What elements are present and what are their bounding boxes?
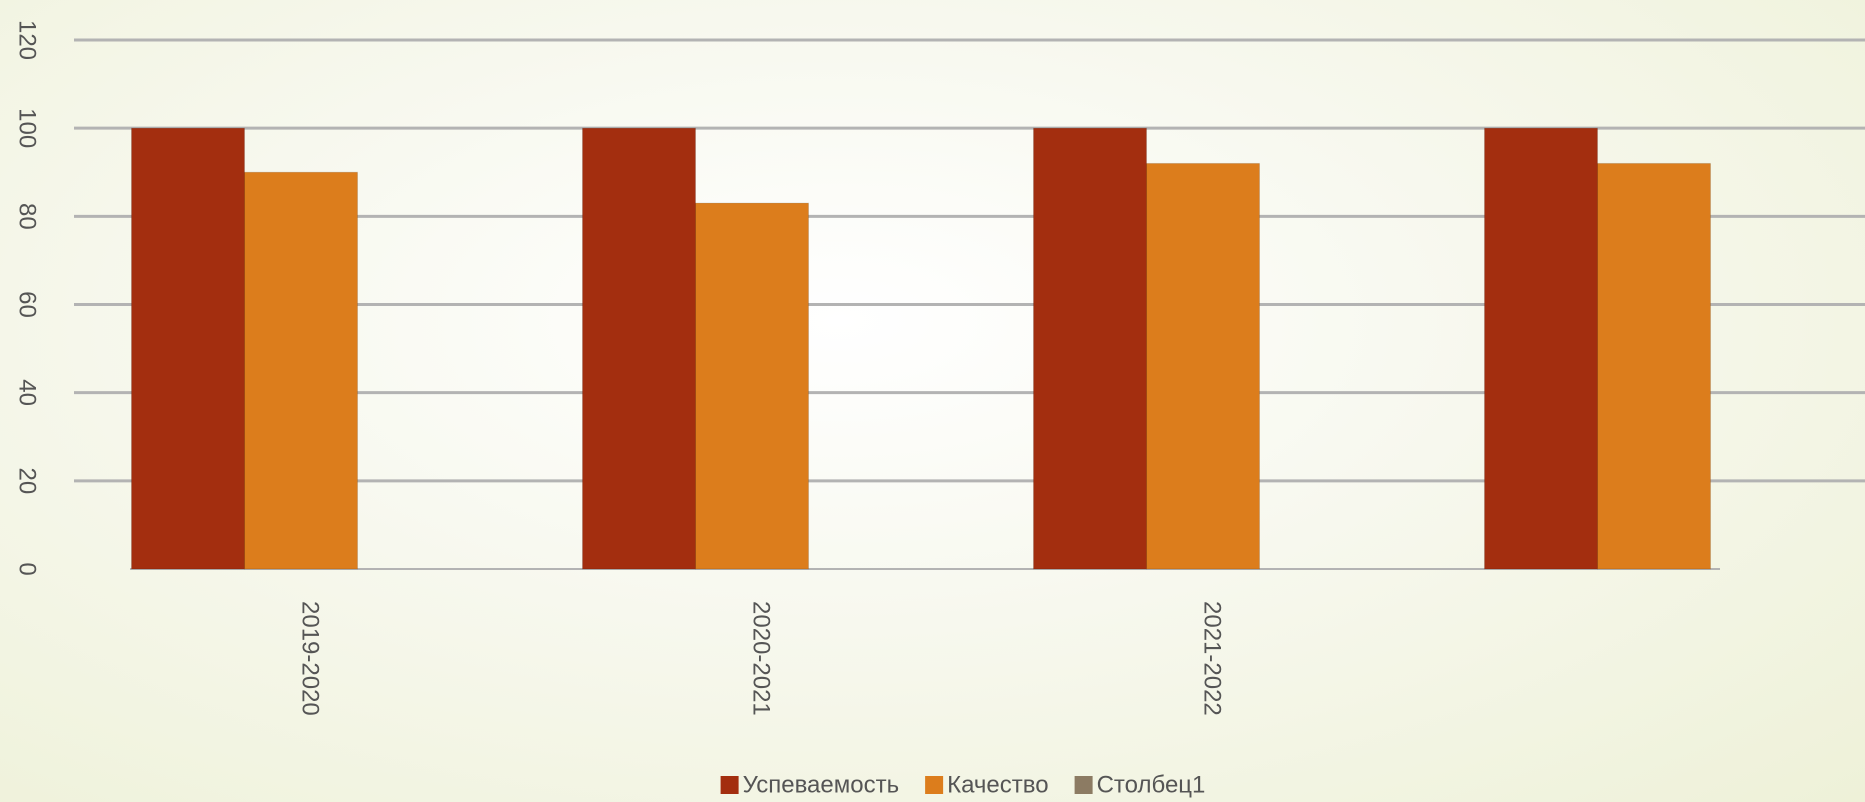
bar [131, 127, 245, 570]
legend-label: Успеваемость [743, 771, 900, 798]
legend-label: Качество [947, 771, 1048, 798]
y-tick-label: 20 [14, 467, 41, 494]
y-tick-label: 120 [14, 20, 41, 60]
bar [1484, 127, 1598, 570]
bar [1033, 127, 1147, 570]
bar [244, 171, 358, 570]
bar [582, 127, 696, 570]
y-tick-label: 100 [14, 108, 41, 148]
legend-label: Столбец1 [1097, 771, 1206, 798]
y-tick-label: 60 [14, 291, 41, 318]
y-tick-label: 40 [14, 379, 41, 406]
legend-swatch [925, 776, 944, 794]
legend-swatch [720, 776, 739, 794]
x-tick-label: 2021-2022 [1199, 601, 1226, 716]
bar [1146, 162, 1260, 570]
y-tick-label: 80 [14, 203, 41, 230]
bar [695, 202, 809, 570]
y-tick-label: 0 [14, 562, 41, 575]
x-tick-label: 2020-2021 [748, 601, 775, 716]
bar [1597, 162, 1711, 570]
x-tick-label: 2019-2020 [297, 601, 324, 716]
legend-swatch [1074, 776, 1093, 794]
